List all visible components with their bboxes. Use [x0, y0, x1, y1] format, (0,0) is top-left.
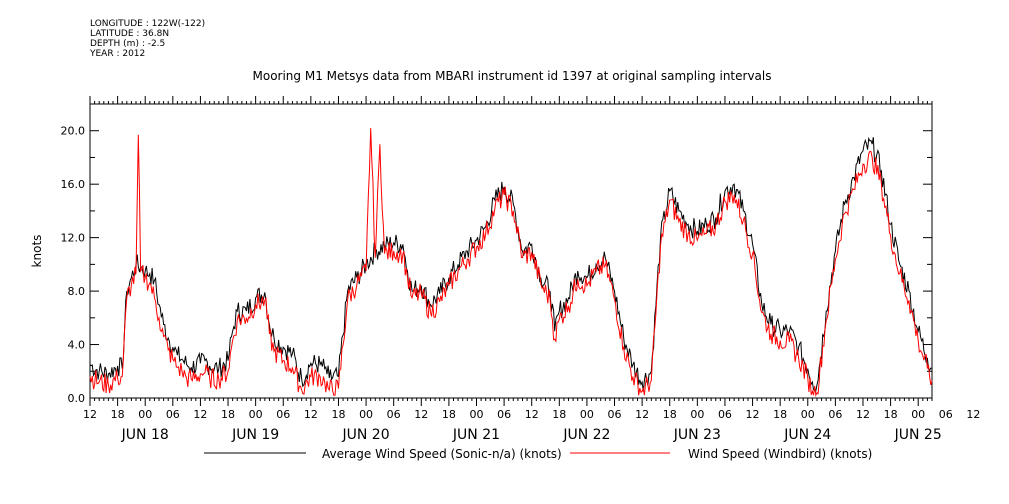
legend: Average Wind Speed (Sonic-n/a) (knots) W…: [204, 447, 872, 461]
x-hour-label: 00: [469, 408, 483, 421]
legend-label-windbird: Wind Speed (Windbird) (knots): [688, 447, 872, 461]
x-day-label: JUN 25: [894, 427, 942, 443]
x-axis: 12 18 00 06 12 18 00 06 12 18 00 06 12 18 00 06 12 18 00 06…: [83, 96, 980, 443]
y-tick-label: 4.0: [68, 339, 86, 352]
x-hour-label: 12: [856, 408, 870, 421]
plot-frame: [89, 103, 933, 399]
x-day-label: JUN 21: [452, 427, 500, 443]
x-hour-label: 12: [83, 408, 97, 421]
x-hour-label: 12: [414, 408, 428, 421]
x-hour-label: 12: [525, 408, 539, 421]
x-hour-label: 00: [249, 408, 263, 421]
x-hour-label: 00: [911, 408, 925, 421]
x-hour-label: 06: [718, 408, 732, 421]
data-lines: [89, 128, 933, 398]
x-hour-label: 00: [580, 408, 594, 421]
x-hour-label: 18: [773, 408, 787, 421]
x-hour-label: 00: [138, 408, 152, 421]
series-line-windbird: [89, 128, 933, 398]
longitude-label: LONGITUDE : 122W(-122): [90, 19, 206, 29]
y-axis: 0.0 4.0 8.0 12.0 16.0 20.0: [61, 103, 932, 405]
x-hour-label: 12: [304, 408, 318, 421]
x-hour-label: 18: [331, 408, 345, 421]
x-hour-label: 18: [884, 408, 898, 421]
year-label: YEAR : 2012: [90, 49, 146, 59]
x-hour-label: 12: [966, 408, 980, 421]
x-day-label: JUN 22: [562, 427, 610, 443]
x-day-label: JUN 19: [231, 427, 279, 443]
x-hour-label: 12: [635, 408, 649, 421]
x-hour-label: 06: [939, 408, 953, 421]
x-hour-label: 00: [801, 408, 815, 421]
y-tick-label: 0.0: [68, 392, 86, 405]
x-day-label: JUN 24: [783, 427, 831, 443]
y-tick-label: 20.0: [61, 125, 86, 138]
x-hour-label: 12: [746, 408, 760, 421]
x-hour-label: 06: [166, 408, 180, 421]
x-hour-label: 18: [111, 408, 125, 421]
y-axis-label: knots: [30, 235, 44, 268]
x-day-label: JUN 20: [342, 427, 390, 443]
x-hour-label: 18: [221, 408, 235, 421]
y-tick-label: 12.0: [61, 232, 86, 245]
x-day-label: JUN 23: [673, 427, 721, 443]
mooring-metadata: LONGITUDE : 122W(-122) LATITUDE : 36.8N …: [90, 19, 205, 59]
depth-label: DEPTH (m) : -2.5: [90, 39, 166, 49]
x-hour-label: 06: [828, 408, 842, 421]
x-hour-label: 18: [552, 408, 566, 421]
y-tick-label: 16.0: [61, 178, 86, 191]
x-hour-label: 12: [193, 408, 207, 421]
y-tick-label: 8.0: [68, 285, 86, 298]
x-day-label: JUN 18: [121, 427, 169, 443]
chart-title: Mooring M1 Metsys data from MBARI instru…: [253, 69, 772, 83]
x-hour-label: 18: [442, 408, 456, 421]
x-hour-label: 06: [497, 408, 511, 421]
x-hour-label: 00: [359, 408, 373, 421]
x-hour-label: 06: [387, 408, 401, 421]
x-hour-label: 06: [276, 408, 290, 421]
latitude-label: LATITUDE : 36.8N: [90, 29, 170, 39]
series-line-sonic: [89, 136, 933, 392]
x-hour-label: 18: [663, 408, 677, 421]
legend-label-sonic: Average Wind Speed (Sonic-n/a) (knots): [322, 447, 562, 461]
x-hour-label: 06: [608, 408, 622, 421]
x-hour-label: 00: [690, 408, 704, 421]
